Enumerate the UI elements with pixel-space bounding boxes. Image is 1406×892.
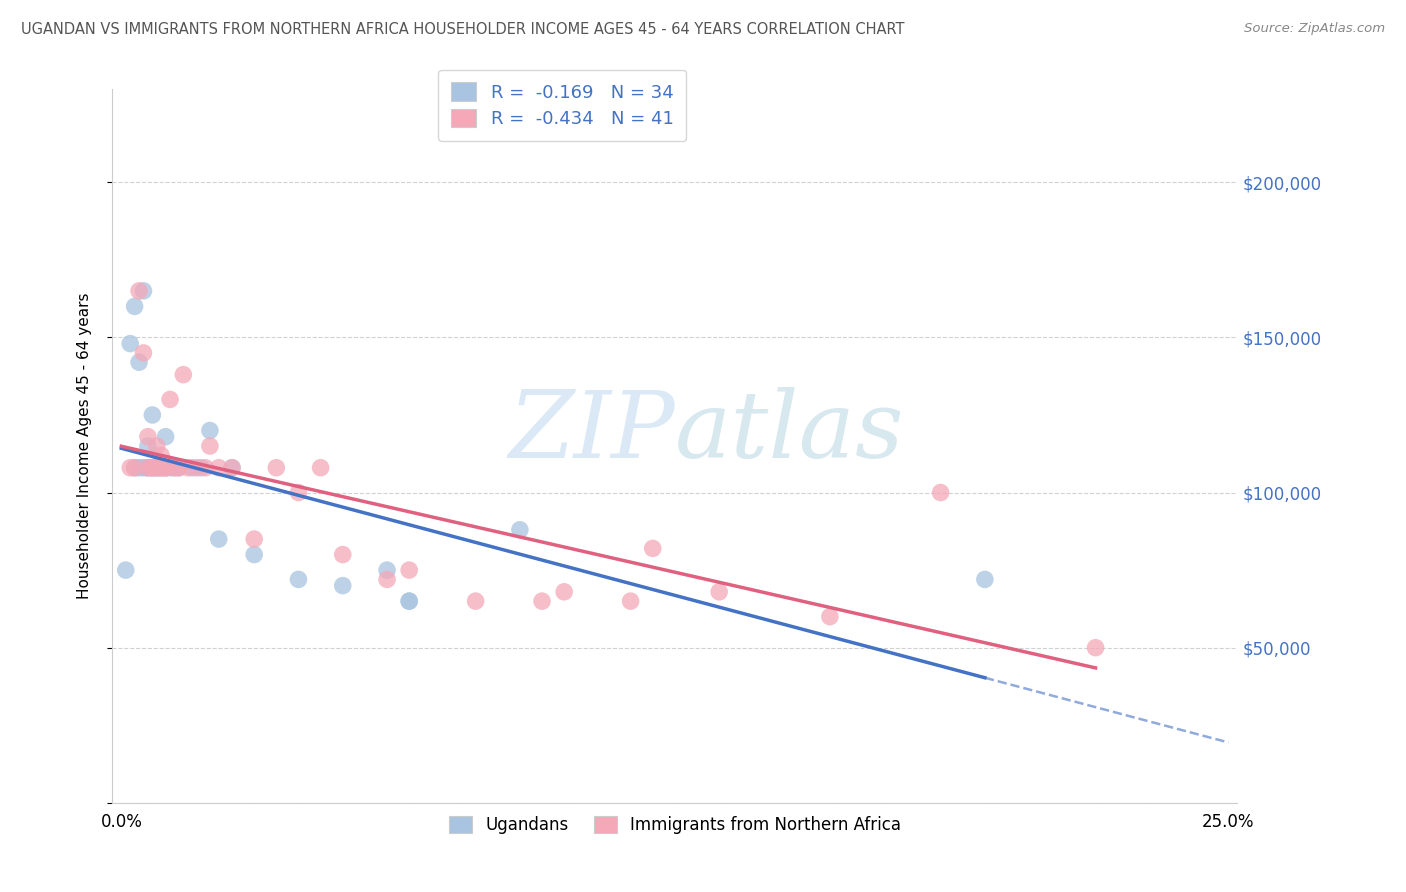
Point <box>132 284 155 298</box>
Point <box>266 460 288 475</box>
Point <box>309 460 332 475</box>
Point <box>150 460 173 475</box>
Point <box>208 532 231 546</box>
Point <box>398 594 420 608</box>
Point <box>136 430 159 444</box>
Point <box>287 485 309 500</box>
Point <box>141 460 163 475</box>
Point <box>145 460 167 475</box>
Point <box>198 424 221 438</box>
Point <box>172 368 194 382</box>
Text: ZIP: ZIP <box>508 387 675 476</box>
Point <box>128 355 150 369</box>
Point <box>1084 640 1107 655</box>
Point <box>124 460 146 475</box>
Legend: Ugandans, Immigrants from Northern Africa: Ugandans, Immigrants from Northern Afric… <box>439 806 911 845</box>
Point <box>973 573 995 587</box>
Point <box>509 523 531 537</box>
Point <box>221 460 243 475</box>
Point <box>136 460 159 475</box>
Point <box>150 448 173 462</box>
Point <box>464 594 486 608</box>
Point <box>145 439 167 453</box>
Point <box>145 460 167 475</box>
Point <box>132 460 155 475</box>
Point <box>132 346 155 360</box>
Text: Source: ZipAtlas.com: Source: ZipAtlas.com <box>1244 22 1385 36</box>
Point <box>141 460 163 475</box>
Point <box>124 460 146 475</box>
Point <box>398 594 420 608</box>
Point <box>128 284 150 298</box>
Point <box>375 563 398 577</box>
Point <box>159 392 181 407</box>
Text: atlas: atlas <box>675 387 904 476</box>
Point <box>141 408 163 422</box>
Point <box>553 584 575 599</box>
Point <box>620 594 643 608</box>
Point <box>159 460 181 475</box>
Point <box>243 532 266 546</box>
Point <box>375 573 398 587</box>
Point <box>221 460 243 475</box>
Point <box>243 548 266 562</box>
Point <box>120 336 142 351</box>
Point <box>181 460 204 475</box>
Point <box>186 460 208 475</box>
Point <box>155 460 177 475</box>
Point <box>163 460 186 475</box>
Point <box>208 460 231 475</box>
Point <box>145 460 167 475</box>
Point <box>167 460 190 475</box>
Point <box>398 563 420 577</box>
Point <box>167 460 190 475</box>
Point <box>641 541 664 556</box>
Point <box>141 460 163 475</box>
Point <box>194 460 217 475</box>
Point <box>190 460 212 475</box>
Point <box>136 460 159 475</box>
Point <box>136 460 159 475</box>
Point <box>155 460 177 475</box>
Point <box>114 563 136 577</box>
Point <box>332 579 354 593</box>
Point <box>163 460 186 475</box>
Point <box>155 460 177 475</box>
Point <box>332 548 354 562</box>
Text: UGANDAN VS IMMIGRANTS FROM NORTHERN AFRICA HOUSEHOLDER INCOME AGES 45 - 64 YEARS: UGANDAN VS IMMIGRANTS FROM NORTHERN AFRI… <box>21 22 904 37</box>
Point <box>124 299 146 313</box>
Point <box>150 460 173 475</box>
Point <box>818 609 841 624</box>
Point <box>136 439 159 453</box>
Point <box>198 439 221 453</box>
Point <box>150 460 173 475</box>
Point <box>531 594 554 608</box>
Point <box>707 584 730 599</box>
Point <box>155 430 177 444</box>
Point <box>128 460 150 475</box>
Point <box>177 460 200 475</box>
Point <box>120 460 142 475</box>
Y-axis label: Householder Income Ages 45 - 64 years: Householder Income Ages 45 - 64 years <box>77 293 91 599</box>
Point <box>929 485 952 500</box>
Point <box>287 573 309 587</box>
